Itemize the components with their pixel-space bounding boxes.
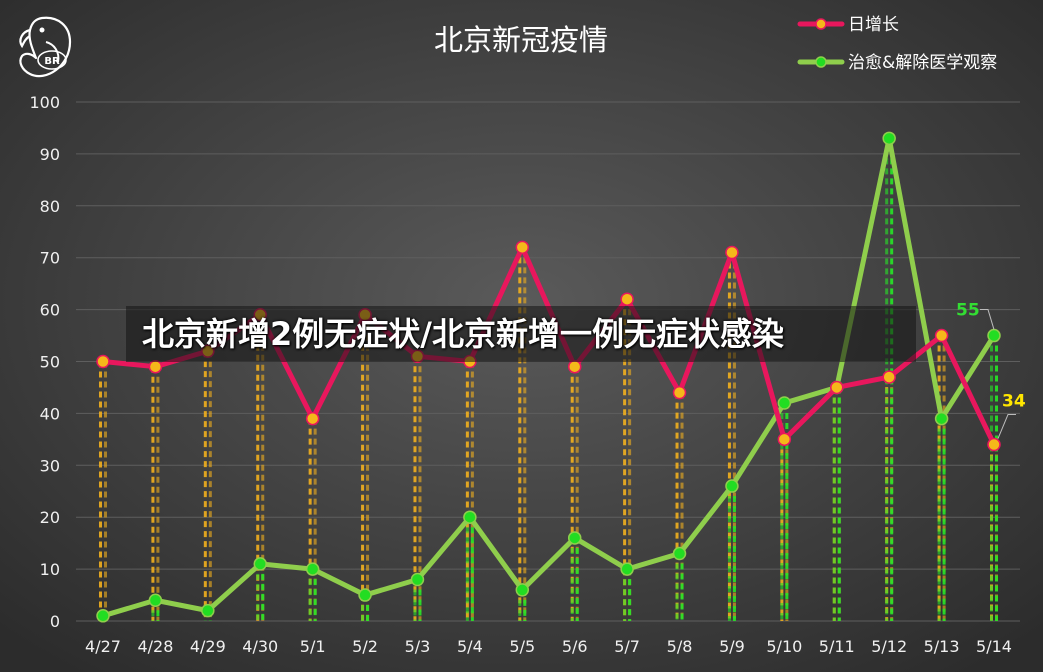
chart-title: 北京新冠疫情 (434, 23, 608, 57)
x-tick-label: 4/27 (85, 637, 121, 656)
data-point (672, 385, 687, 400)
data-point (305, 562, 320, 576)
x-tick-label: 4/30 (242, 637, 278, 656)
data-point (725, 245, 739, 260)
x-tick-label: 5/1 (300, 637, 326, 656)
x-tick-label: 5/9 (719, 637, 745, 656)
data-label: 34 (1002, 392, 1026, 412)
data-point (305, 411, 320, 426)
x-tick-label: 5/2 (352, 637, 378, 656)
y-axis-ticks: 0 10 20 30 40 50 60 70 80 90 100 (29, 93, 60, 631)
data-point (148, 359, 163, 374)
data-point (987, 437, 1001, 452)
data-point (934, 328, 949, 343)
data-point (148, 593, 163, 607)
data-point (96, 609, 110, 623)
y-tick-label: 90 (40, 145, 60, 164)
x-tick-label: 5/10 (766, 637, 802, 656)
y-tick-label: 70 (40, 249, 60, 268)
data-point (620, 562, 634, 576)
x-tick-label: 4/28 (137, 637, 173, 656)
data-point (410, 572, 425, 587)
data-point (725, 479, 739, 493)
data-point (777, 432, 792, 447)
legend-label: 日增长 (848, 15, 899, 35)
x-tick-label: 5/3 (405, 637, 431, 656)
x-axis-ticks: 4/27 4/28 4/29 4/30 5/1 5/2 5/3 5/4 5/5 5/6 5/7 5/8… (85, 637, 1012, 656)
data-point (515, 583, 530, 597)
parrot-logo-wing (45, 41, 60, 63)
drop-lines (99, 138, 998, 621)
data-point (253, 557, 267, 571)
x-tick-label: 5/4 (457, 637, 483, 656)
x-tick-label: 5/13 (924, 637, 960, 656)
x-tick-label: 5/11 (819, 637, 855, 656)
y-tick-label: 0 (50, 612, 60, 631)
data-point (672, 546, 687, 561)
parrot-logo-body (19, 16, 72, 78)
x-tick-label: 5/5 (509, 637, 535, 656)
parrot-logo-eye (39, 27, 45, 33)
data-point (987, 328, 1001, 343)
data-point (358, 588, 372, 602)
annotations: 55 34 (956, 301, 1026, 439)
x-tick-label: 4/29 (190, 637, 226, 656)
x-tick-label: 5/12 (871, 637, 907, 656)
data-point (777, 396, 792, 410)
data-point (463, 510, 477, 524)
x-tick-label: 5/7 (614, 637, 640, 656)
data-point (882, 131, 896, 146)
legend-label: 治愈&解除医学观察 (848, 53, 997, 73)
data-point (567, 359, 582, 374)
y-tick-label: 50 (40, 353, 60, 372)
parrot-logo: BR (19, 16, 72, 78)
data-point (934, 411, 949, 426)
data-point (882, 370, 896, 384)
x-tick-label: 5/8 (667, 637, 693, 656)
y-tick-label: 80 (40, 197, 60, 216)
headline-text: 北京新增2例无症状/北京新增一例无症状感染 (142, 315, 784, 353)
data-point (830, 380, 844, 395)
x-tick-label: 5/6 (562, 637, 588, 656)
y-tick-label: 40 (40, 404, 60, 423)
data-label: 55 (956, 301, 980, 321)
data-point (620, 292, 634, 306)
logo-text: BR (44, 56, 60, 67)
x-tick-label: 5/14 (976, 637, 1012, 656)
legend-swatch-marker (815, 18, 827, 30)
annotation-leader (997, 414, 1016, 439)
data-point (96, 354, 110, 369)
annotation-leader (980, 309, 995, 330)
parrot-logo-tag (37, 50, 67, 70)
y-tick-label: 60 (40, 301, 60, 320)
y-tick-label: 10 (40, 560, 60, 579)
headline-banner (126, 306, 916, 362)
y-tick-label: 20 (40, 508, 60, 527)
series-markers (96, 131, 1001, 623)
parrot-logo-beak (19, 28, 31, 49)
y-tick-label: 100 (29, 93, 60, 112)
data-point (567, 531, 582, 545)
legend-swatch-marker (815, 56, 827, 68)
data-point (515, 240, 530, 255)
data-point (201, 603, 215, 618)
y-tick-label: 30 (40, 456, 60, 475)
